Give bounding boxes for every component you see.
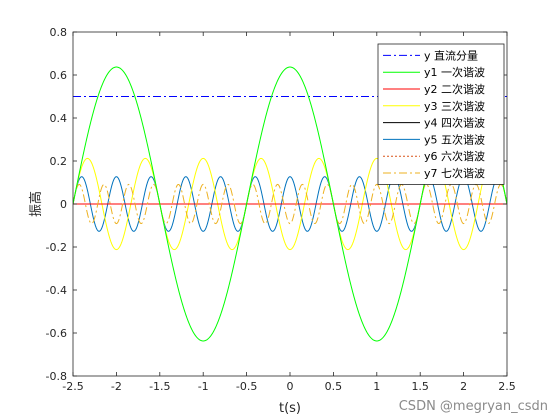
x-tick-label: 1 [373, 380, 380, 393]
legend-label-y0: y 直流分量 [424, 48, 478, 62]
y-tick-label: -0.4 [46, 284, 67, 297]
axes: -2.5 -2 -1.5 -1 -0.5 0 0.5 1 1.5 2 2.5 -0.8 -0.6 -0.4… [46, 26, 516, 393]
x-tick-label: 2 [460, 380, 467, 393]
x-axis-label: t(s) [279, 401, 301, 416]
x-tick-label: -1.5 [149, 380, 170, 393]
y-tick-label: -0.6 [46, 327, 67, 340]
y-tick-label: 0.6 [50, 69, 68, 82]
x-tick-label: 0.5 [325, 380, 343, 393]
series-line-y5 [73, 176, 507, 232]
legend: y 直流分量 y1 一次谐波 y2 二次谐波 y3 三次谐波 y4 四次谐波 y5 五次谐… [377, 43, 505, 185]
legend-label-y3: y3 三次谐波 [424, 99, 485, 113]
y-tick-label: 0 [60, 198, 67, 211]
legend-label-y2: y2 二次谐波 [424, 82, 485, 96]
x-tick-label: -1 [198, 380, 209, 393]
x-tick-label: -0.5 [236, 380, 257, 393]
legend-label-y1: y1 一次谐波 [424, 65, 485, 79]
x-tick-label: 1.5 [411, 380, 429, 393]
y-axis-label: 振高 [28, 191, 44, 217]
y-tick-label: -0.2 [46, 241, 67, 254]
legend-label-y5: y5 五次谐波 [424, 132, 485, 146]
x-tick-label: 2.5 [498, 380, 516, 393]
y-tick-label: 0.2 [50, 155, 68, 168]
legend-label-y7: y7 七次谐波 [424, 166, 485, 180]
watermark: CSDN @megryan_csdn [398, 399, 548, 414]
legend-label-y6: y6 六次谐波 [424, 149, 485, 163]
x-tick-label: 0 [287, 380, 294, 393]
x-tick-label: -2.5 [62, 380, 83, 393]
y-tick-label: -0.8 [46, 370, 67, 383]
legend-label-y4: y4 四次谐波 [424, 116, 485, 130]
y-tick-label: 0.4 [50, 112, 68, 125]
y-tick-label: 0.8 [50, 26, 68, 39]
x-tick-label: -2 [111, 380, 122, 393]
series-line-y7 [73, 183, 507, 225]
legend-box [377, 43, 505, 185]
series-layer [73, 66, 507, 342]
